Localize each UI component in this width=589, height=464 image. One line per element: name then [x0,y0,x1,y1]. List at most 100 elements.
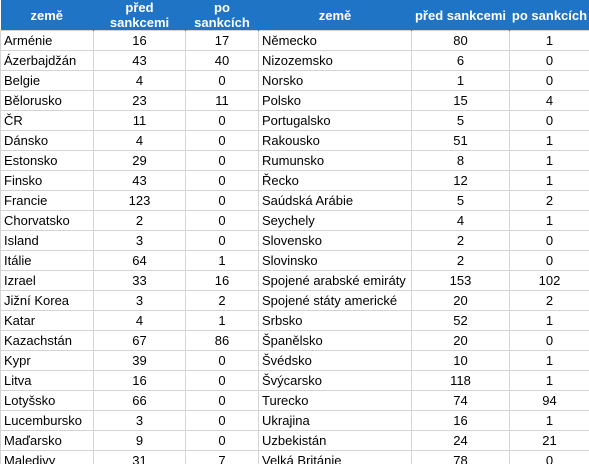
country-cell: Ukrajina [258,410,412,431]
table-row: Jižní Korea 3 2 Spojené státy americké 20 2 [0,290,589,311]
country-cell: Island [0,230,94,251]
number-cell: 0 [509,50,589,71]
number-cell: 0 [509,250,589,271]
number-cell: 123 [93,190,186,211]
number-cell: 0 [185,150,259,171]
country-cell: Velká Británie [258,450,412,464]
number-cell: 78 [411,450,510,464]
number-cell: 40 [185,50,259,71]
table-row: Island 3 0 Slovensko 2 0 [0,230,589,251]
country-cell: Maledivy [0,450,94,464]
header-cell: země [258,0,412,31]
number-cell: 43 [93,50,186,71]
number-cell: 20 [411,330,510,351]
country-cell: ČR [0,110,94,131]
number-cell: 3 [93,410,186,431]
number-cell: 8 [411,150,510,171]
number-cell: 1 [509,310,589,331]
number-cell: 1 [509,410,589,431]
number-cell: 66 [93,390,186,411]
number-cell: 0 [185,170,259,191]
country-cell: Estonsko [0,150,94,171]
table-body: Arménie 16 17 Německo 80 1 Ázerbajdžán 43 40 Nizo… [0,30,589,464]
number-cell: 16 [185,270,259,291]
table-row: Kypr 39 0 Švédsko 10 1 [0,350,589,371]
number-cell: 4 [93,310,186,331]
country-cell: Katar [0,310,94,331]
number-cell: 0 [509,230,589,251]
number-cell: 0 [185,110,259,131]
number-cell: 0 [185,130,259,151]
country-cell: Francie [0,190,94,211]
country-cell: Turecko [258,390,412,411]
table-row: Lucembursko 3 0 Ukrajina 16 1 [0,410,589,431]
number-cell: 4 [411,210,510,231]
country-cell: Spojené arabské emiráty [258,270,412,291]
table-row: Francie 123 0 Saúdská Arábie 5 2 [0,190,589,211]
number-cell: 2 [509,190,589,211]
country-cell: Srbsko [258,310,412,331]
country-cell: Spojené státy americké [258,290,412,311]
number-cell: 0 [185,350,259,371]
number-cell: 2 [509,290,589,311]
number-cell: 1 [509,210,589,231]
number-cell: 1 [509,350,589,371]
country-cell: Litva [0,370,94,391]
number-cell: 39 [93,350,186,371]
number-cell: 1 [509,170,589,191]
number-cell: 4 [93,130,186,151]
number-cell: 0 [185,210,259,231]
header-cell: po sankcích [185,0,259,31]
country-cell: Nizozemsko [258,50,412,71]
number-cell: 24 [411,430,510,451]
number-cell: 16 [93,30,186,51]
country-cell: Španělsko [258,330,412,351]
number-cell: 4 [509,90,589,111]
table-row: Maďarsko 9 0 Uzbekistán 24 21 [0,430,589,451]
table-row: Belgie 4 0 Norsko 1 0 [0,70,589,91]
number-cell: 0 [185,190,259,211]
number-cell: 1 [509,130,589,151]
table-row: Finsko 43 0 Řecko 12 1 [0,170,589,191]
number-cell: 0 [185,390,259,411]
number-cell: 0 [509,450,589,464]
number-cell: 80 [411,30,510,51]
number-cell: 29 [93,150,186,171]
number-cell: 4 [93,70,186,91]
table-row: ČR 11 0 Portugalsko 5 0 [0,110,589,131]
country-cell: Lotyšsko [0,390,94,411]
number-cell: 51 [411,130,510,151]
country-cell: Lucembursko [0,410,94,431]
table-row: Arménie 16 17 Německo 80 1 [0,30,589,51]
table-row: Kazachstán 67 86 Španělsko 20 0 [0,330,589,351]
number-cell: 2 [93,210,186,231]
number-cell: 3 [93,230,186,251]
number-cell: 0 [185,410,259,431]
number-cell: 64 [93,250,186,271]
country-cell: Rakousko [258,130,412,151]
table-row: Izrael 33 16 Spojené arabské emiráty 153 102 [0,270,589,291]
number-cell: 2 [411,250,510,271]
country-cell: Švédsko [258,350,412,371]
number-cell: 23 [93,90,186,111]
number-cell: 11 [185,90,259,111]
country-cell: Belgie [0,70,94,91]
country-cell: Ázerbajdžán [0,50,94,71]
number-cell: 0 [185,70,259,91]
number-cell: 1 [509,30,589,51]
number-cell: 16 [93,370,186,391]
table-row: Estonsko 29 0 Rumunsko 8 1 [0,150,589,171]
number-cell: 153 [411,270,510,291]
number-cell: 15 [411,90,510,111]
country-cell: Dánsko [0,130,94,151]
country-cell: Arménie [0,30,94,51]
country-cell: Jižní Korea [0,290,94,311]
table-row: Chorvatsko 2 0 Seychely 4 1 [0,210,589,231]
country-cell: Maďarsko [0,430,94,451]
number-cell: 52 [411,310,510,331]
country-cell: Německo [258,30,412,51]
country-cell: Rumunsko [258,150,412,171]
number-cell: 118 [411,370,510,391]
number-cell: 2 [185,290,259,311]
number-cell: 33 [93,270,186,291]
